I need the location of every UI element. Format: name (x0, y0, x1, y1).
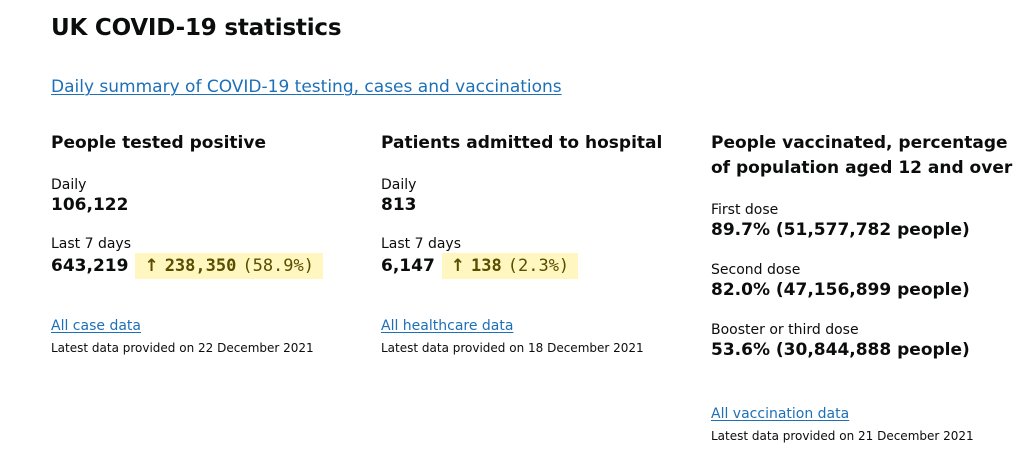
cases-card: People tested positive Daily 106,122 Las… (51, 131, 351, 356)
all-case-data-link[interactable]: All case data (51, 318, 141, 334)
vaccinations-second-label: Second dose (711, 262, 801, 278)
cases-heading: People tested positive (51, 133, 266, 153)
cases-last7-row: 643,219 ↑ 238,350 (58.9%) (51, 253, 351, 279)
healthcare-last7-label: Last 7 days (381, 236, 462, 252)
vaccinations-latest-date: Latest data provided on 21 December 2021 (711, 429, 974, 443)
healthcare-change-value: 138 (471, 256, 502, 276)
cases-change-badge: ↑ 238,350 (58.9%) (135, 253, 323, 279)
cases-daily-value: 106,122 (51, 195, 129, 215)
vaccinations-heading: People vaccinated, percentage of populat… (711, 133, 1013, 178)
cases-change-value: 238,350 (164, 256, 237, 276)
cases-last7-label: Last 7 days (51, 236, 132, 252)
healthcare-card: Patients admitted to hospital Daily 813 … (381, 131, 681, 356)
healthcare-last7-row: 6,147 ↑ 138 (2.3%) (381, 253, 681, 279)
arrow-up-icon: ↑ (450, 256, 466, 276)
healthcare-last7-value: 6,147 (381, 256, 435, 276)
healthcare-daily-label: Daily (381, 177, 417, 193)
vaccinations-booster-label: Booster or third dose (711, 322, 859, 338)
vaccinations-second-value: 82.0% (47,156,899 people) (711, 280, 970, 300)
vaccinations-first-value: 89.7% (51,577,782 people) (711, 220, 970, 240)
healthcare-latest-date: Latest data provided on 18 December 2021 (381, 341, 644, 355)
healthcare-heading: Patients admitted to hospital (381, 133, 663, 153)
healthcare-change-badge: ↑ 138 (2.3%) (441, 253, 579, 279)
all-healthcare-data-link[interactable]: All healthcare data (381, 318, 514, 334)
vaccinations-first-label: First dose (711, 202, 779, 218)
page-title: UK COVID-19 statistics (51, 15, 342, 41)
arrow-up-icon: ↑ (144, 256, 159, 276)
vaccinations-card: People vaccinated, percentage of populat… (711, 131, 1021, 444)
vaccinations-booster-value: 53.6% (30,844,888 people) (711, 340, 970, 360)
daily-summary-link[interactable]: Daily summary of COVID-19 testing, cases… (51, 77, 562, 97)
cases-last7-value: 643,219 (51, 256, 129, 276)
cases-latest-date: Latest data provided on 22 December 2021 (51, 341, 314, 355)
all-vaccination-data-link[interactable]: All vaccination data (711, 406, 850, 422)
cases-change-pct: (58.9%) (242, 256, 314, 276)
healthcare-daily-value: 813 (381, 195, 417, 215)
cases-daily-label: Daily (51, 177, 87, 193)
healthcare-change-pct: (2.3%) (507, 256, 570, 276)
